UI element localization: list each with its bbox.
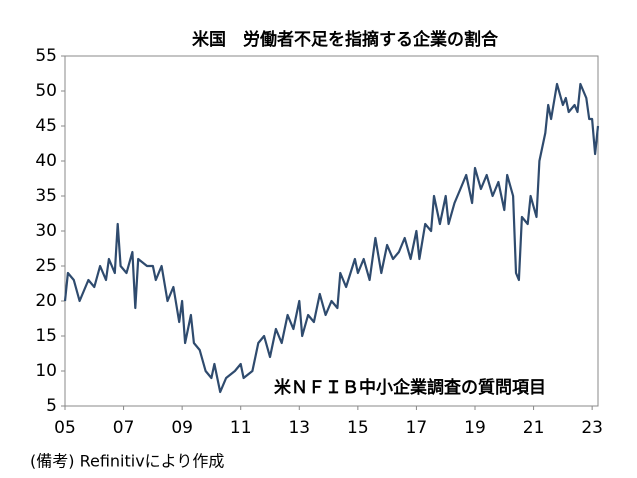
y-tick-label: 55 bbox=[35, 46, 57, 66]
y-tick-label: 10 bbox=[35, 361, 57, 381]
y-tick-label: 35 bbox=[35, 186, 57, 206]
x-tick-label: 15 bbox=[347, 418, 369, 438]
annotation: 米ＮＦＩＢ中小企業調査の質問項目 bbox=[274, 377, 546, 398]
x-tick-label: 19 bbox=[464, 418, 486, 438]
x-tick-label: 17 bbox=[406, 418, 428, 438]
y-tick-label: 25 bbox=[35, 256, 57, 276]
x-tick-label: 23 bbox=[581, 418, 603, 438]
x-tick-label: 07 bbox=[113, 418, 135, 438]
x-tick-label: 09 bbox=[171, 418, 193, 438]
y-tick-label: 20 bbox=[35, 291, 57, 311]
x-tick-label: 05 bbox=[54, 418, 76, 438]
y-tick-label: 50 bbox=[35, 81, 57, 101]
source-note: (備考) Refinitivにより作成 bbox=[30, 452, 224, 471]
y-tick-label: 45 bbox=[35, 116, 57, 136]
x-tick-label: 21 bbox=[523, 418, 545, 438]
y-tick-label: 40 bbox=[35, 151, 57, 171]
plot-frame bbox=[64, 55, 599, 407]
y-tick-label: 30 bbox=[35, 221, 57, 241]
x-tick-label: 11 bbox=[230, 418, 252, 438]
x-tick-label: 13 bbox=[288, 418, 310, 438]
chart-title: 米国 労働者不足を指摘する企業の割合 bbox=[192, 29, 499, 50]
y-tick-label: 5 bbox=[46, 396, 57, 416]
data-line bbox=[63, 82, 600, 394]
y-tick-label: 15 bbox=[35, 326, 57, 346]
